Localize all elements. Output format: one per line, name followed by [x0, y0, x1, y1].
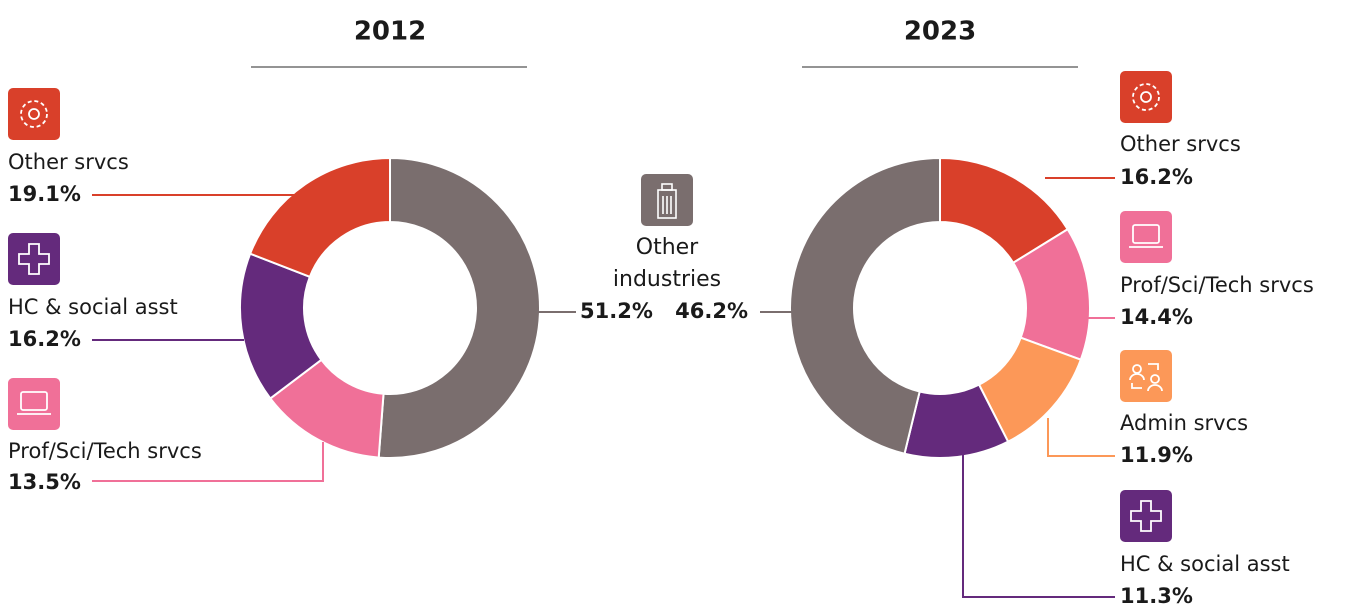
- category-label: Other srvcs: [1120, 132, 1241, 156]
- icon-glyph: [18, 243, 50, 275]
- chart-title: 2023: [904, 17, 976, 47]
- category-label: Admin srvcs: [1120, 411, 1248, 435]
- gear-hub: [28, 108, 40, 120]
- leader-line: [92, 442, 324, 482]
- category-icon: [1120, 71, 1172, 123]
- category-icon: [8, 88, 60, 140]
- cross: [1130, 500, 1162, 532]
- category-icon: [1120, 490, 1172, 542]
- gear: [20, 100, 48, 128]
- value-label: 16.2%: [1120, 165, 1193, 189]
- icon-glyph: [17, 391, 51, 415]
- category-label: HC & social asst: [1120, 552, 1290, 576]
- gear-hub: [1140, 91, 1152, 103]
- center-label: Other industries: [612, 235, 722, 292]
- industry-icon-glyph: [657, 183, 677, 219]
- gear: [1132, 83, 1160, 111]
- p1: [1132, 364, 1142, 374]
- bodies: [1129, 363, 1163, 392]
- category-label: Other srvcs: [8, 150, 129, 174]
- cross: [18, 243, 50, 275]
- value-label: 19.1%: [8, 182, 81, 206]
- icon-glyph: [1129, 224, 1163, 248]
- value-label: 16.2%: [8, 327, 81, 351]
- value-label: 13.5%: [8, 470, 81, 494]
- donut-slice: [248, 156, 391, 279]
- icon-glyph: [1130, 500, 1162, 532]
- icon-glyph: [20, 100, 48, 128]
- category-label: Prof/Sci/Tech srvcs: [1120, 273, 1314, 297]
- category-icon: [8, 378, 60, 430]
- value-label: 46.2%: [675, 299, 748, 323]
- chart-title: 2012: [354, 17, 426, 47]
- donut-slice: [789, 156, 941, 455]
- p2: [1150, 374, 1160, 384]
- icon-glyph: [1132, 83, 1160, 111]
- value-label: 11.3%: [1120, 584, 1193, 608]
- category-icon: [1120, 350, 1172, 402]
- category-label: HC & social asst: [8, 295, 178, 319]
- category-icon: [8, 233, 60, 285]
- category-icon: [1120, 211, 1172, 263]
- category-label: Prof/Sci/Tech srvcs: [8, 439, 202, 463]
- value-label: 11.9%: [1120, 443, 1193, 467]
- screen: [20, 391, 48, 411]
- leader-line: [962, 455, 1115, 598]
- donut-slice: [377, 156, 541, 459]
- screen: [1132, 224, 1160, 244]
- leader-line: [1047, 418, 1115, 457]
- value-label: 14.4%: [1120, 305, 1193, 329]
- icon-glyph: [1129, 363, 1163, 392]
- value-label: 51.2%: [580, 299, 653, 323]
